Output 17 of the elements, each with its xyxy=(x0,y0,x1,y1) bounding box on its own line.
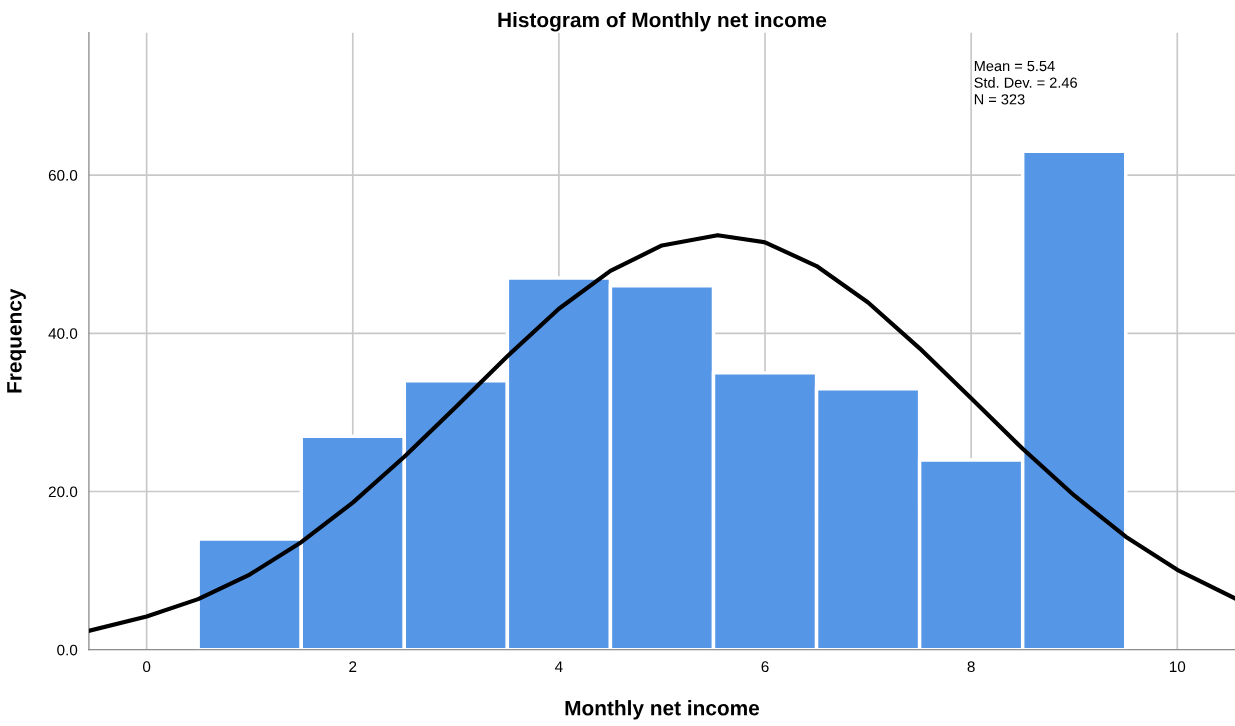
line-series xyxy=(88,233,1235,633)
y-tick-label: 0.0 xyxy=(57,644,78,656)
y-tick-label: 20.0 xyxy=(48,486,78,498)
chart-title: Histogram of Monthly net income xyxy=(498,12,827,32)
x-axis-title: Monthly net income xyxy=(565,700,760,720)
x-tick-label: 8 xyxy=(967,661,975,673)
x-tick-label: 4 xyxy=(555,661,563,672)
y-tick-label: 60.0 xyxy=(48,169,78,181)
y-tick-label: 40.0 xyxy=(48,328,78,339)
annotation: Std. Dev. = 2.46 xyxy=(974,77,1077,88)
x-tick-label: 0 xyxy=(142,661,151,673)
y-axis-title: Frequency xyxy=(7,288,26,393)
annotation: Mean = 5.54 xyxy=(974,60,1055,72)
x-tick-label: 2 xyxy=(349,661,357,672)
annotation: N = 323 xyxy=(974,94,1025,105)
x-tick-label: 10 xyxy=(1169,661,1186,673)
x-tick-label: 6 xyxy=(761,661,769,673)
